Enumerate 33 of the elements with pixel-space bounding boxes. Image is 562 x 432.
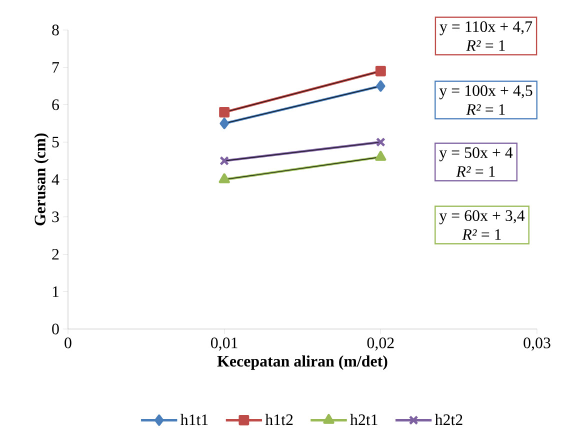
y-tick-label: 6 xyxy=(52,99,60,110)
annotation: y = 100x + 4,5 xyxy=(439,85,532,100)
legend-label: h1t2 xyxy=(265,414,293,426)
y-tick-label: 2 xyxy=(52,248,59,260)
legend-label: h2t1 xyxy=(350,414,378,426)
annotation: R² = 1 xyxy=(466,40,505,51)
annotation: y = 50x + 4 xyxy=(439,147,513,162)
x-tick-label: 0,03 xyxy=(524,338,550,351)
legend-label: h1t1 xyxy=(180,414,208,426)
annotation: R² = 1 xyxy=(466,104,505,115)
y-tick-label: 5 xyxy=(52,136,59,148)
point xyxy=(219,107,230,118)
y-tick-label: 3 xyxy=(52,212,59,222)
legend-label: h2t2 xyxy=(434,414,462,426)
annotation: y = 110x + 4,7 xyxy=(440,21,532,36)
annotation: R² = 1 xyxy=(462,229,501,240)
y-tick-label: 8 xyxy=(52,24,59,36)
x-axis-title: Kecepatan aliran (m/det) xyxy=(217,355,388,370)
y-axis-title: Gerusan (cm) xyxy=(34,133,49,226)
x-tick-label: 0,02 xyxy=(367,338,394,351)
y-tick-label: 1 xyxy=(52,286,59,297)
point xyxy=(220,118,229,130)
annotation: R² = 1 xyxy=(456,166,495,177)
x-tick-label: 0 xyxy=(64,338,72,348)
y-tick-label: 0 xyxy=(52,324,59,334)
y-tick-label: 7 xyxy=(52,62,60,73)
y-tick-label: 4 xyxy=(52,174,60,185)
point xyxy=(376,137,386,147)
x-tick-label: 0,01 xyxy=(210,338,238,351)
point xyxy=(220,156,230,166)
point xyxy=(376,80,386,92)
annotation: y = 60x + 3,4 xyxy=(439,210,525,224)
point xyxy=(375,66,386,76)
